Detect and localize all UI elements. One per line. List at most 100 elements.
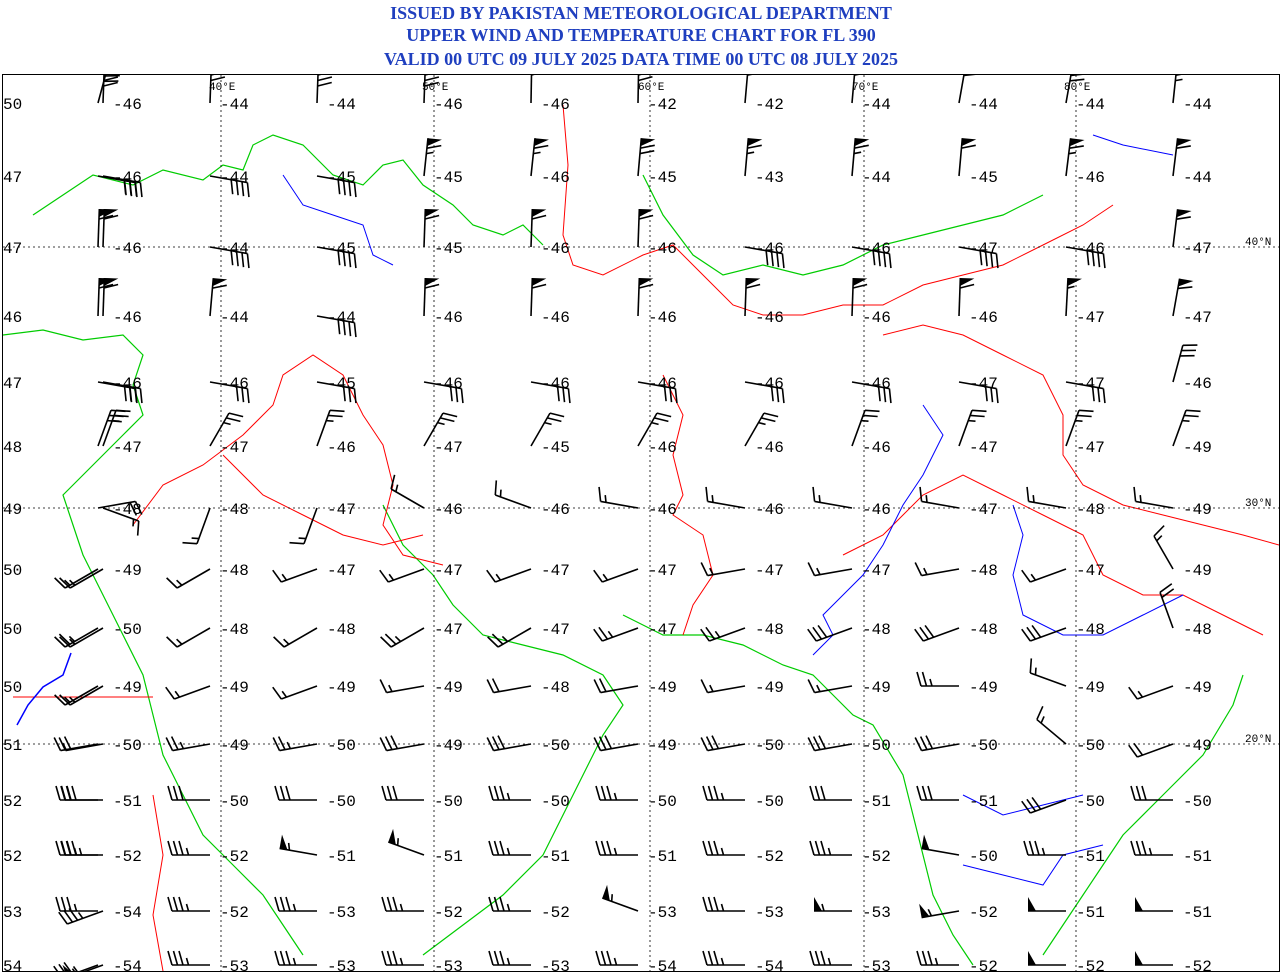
temperature-value: -47	[541, 562, 570, 580]
temperature-value: -49	[1183, 679, 1212, 697]
wind-barb	[1021, 568, 1067, 583]
temperature-value: -48	[113, 501, 142, 519]
temperature-value: -46	[113, 240, 142, 258]
wind-barb	[919, 903, 960, 919]
temperature-value: -44	[1076, 96, 1105, 114]
temperature-value: -51	[1076, 904, 1105, 922]
chart-validity-title: VALID 00 UTC 09 JULY 2025 DATA TIME 00 U…	[383, 49, 899, 69]
temperature-value: -46	[1076, 240, 1105, 258]
wind-barb	[851, 409, 880, 447]
temperature-value: -49	[113, 679, 142, 697]
temperature-value: -47	[541, 621, 570, 639]
temperature-value: 52	[3, 793, 22, 811]
temperature-value: -53	[220, 958, 249, 971]
wind-barb	[637, 208, 654, 248]
temperature-value: -46	[220, 375, 249, 393]
wind-barb	[58, 736, 104, 752]
wind-barb	[1128, 742, 1174, 758]
temperature-value: -47	[327, 501, 356, 519]
wind-barb	[316, 315, 357, 338]
temperature-value: -46	[862, 240, 891, 258]
wind-barb	[274, 950, 317, 966]
coastline	[1042, 674, 1244, 956]
temperature-value: -49	[862, 679, 891, 697]
wind-barb	[1130, 840, 1173, 856]
temperature-value: -47	[327, 562, 356, 580]
latitude-label: 30°N	[1245, 498, 1271, 510]
wind-barb	[58, 907, 104, 925]
wind-barb	[809, 950, 852, 966]
temperature-value: -45	[434, 240, 463, 258]
wind-barb	[1029, 658, 1067, 687]
temperature-value: -44	[220, 240, 249, 258]
wind-barb	[1172, 409, 1201, 447]
temperature-value: -46	[541, 169, 570, 187]
temperature-value: -49	[1183, 501, 1212, 519]
wind-barb	[59, 568, 104, 589]
river	[962, 794, 1084, 816]
wind-barb	[274, 785, 317, 801]
longitude-label: 60°E	[638, 82, 665, 94]
temperature-value: -49	[1183, 562, 1212, 580]
temperature-value: -53	[434, 958, 463, 971]
wind-barb	[165, 736, 211, 752]
country-border	[562, 104, 1114, 316]
temperature-value: -52	[220, 848, 249, 866]
temperature-value: -45	[327, 375, 356, 393]
wind-barb	[380, 627, 425, 648]
temperature-value: -44	[862, 169, 891, 187]
temperature-value: -47	[648, 621, 677, 639]
wind-barb	[102, 381, 143, 404]
wind-barb	[916, 785, 959, 801]
wind-barb	[59, 627, 104, 648]
wind-barb	[1172, 344, 1198, 383]
temperature-value: -50	[648, 793, 677, 811]
temperature-value: -49	[1183, 439, 1212, 457]
temperature-value: -46	[862, 439, 891, 457]
temperature-value: -48	[1183, 621, 1212, 639]
wind-barb	[851, 246, 892, 269]
temperature-value: -46	[755, 309, 784, 327]
wind-barb	[316, 175, 357, 198]
wind-barb	[700, 626, 746, 642]
wind-barb	[602, 884, 639, 912]
temperature-value: -54	[755, 958, 784, 971]
temperature-value: -51	[1183, 848, 1212, 866]
temperature-value: -47	[1076, 309, 1105, 327]
temperature-value: -50	[755, 793, 784, 811]
temperature-value: -46	[113, 309, 142, 327]
temperature-value: -45	[327, 240, 356, 258]
wind-barb	[851, 381, 892, 404]
wind-barb	[488, 840, 531, 856]
wind-barb	[744, 138, 763, 177]
temperature-value: -46	[541, 309, 570, 327]
wind-barb	[958, 277, 975, 317]
country-border	[152, 794, 164, 971]
wind-barb	[919, 486, 960, 509]
wind-barb	[637, 138, 656, 177]
wind-barb	[807, 679, 853, 694]
temperature-value: -53	[541, 958, 570, 971]
wind-barb	[273, 627, 318, 648]
temperature-value: -46	[648, 375, 677, 393]
temperature-value: 51	[3, 737, 22, 755]
temperature-value: 54	[3, 958, 22, 971]
wind-barb	[1065, 246, 1106, 269]
temperature-value: -54	[113, 904, 142, 922]
wind-barb	[1159, 583, 1175, 629]
temperature-value: -44	[327, 309, 356, 327]
temperature-value: -49	[1183, 737, 1212, 755]
wind-barb	[423, 381, 464, 404]
coastline	[382, 504, 624, 956]
temperature-value: -48	[1076, 621, 1105, 639]
wind-barb	[1135, 951, 1173, 966]
wind-barb	[54, 568, 99, 589]
chart-frame: 40°E 50°E 60°E 70°E 80°E 40°N 30°N 20°N 50 -46 -4…	[2, 74, 1280, 972]
wind-barb	[530, 208, 547, 248]
temperature-value: -50	[113, 621, 142, 639]
temperature-value: -46	[541, 375, 570, 393]
wind-barb	[916, 950, 959, 966]
wind-barb	[1021, 796, 1067, 814]
wind-barb	[958, 381, 999, 404]
wind-barb	[423, 412, 458, 447]
